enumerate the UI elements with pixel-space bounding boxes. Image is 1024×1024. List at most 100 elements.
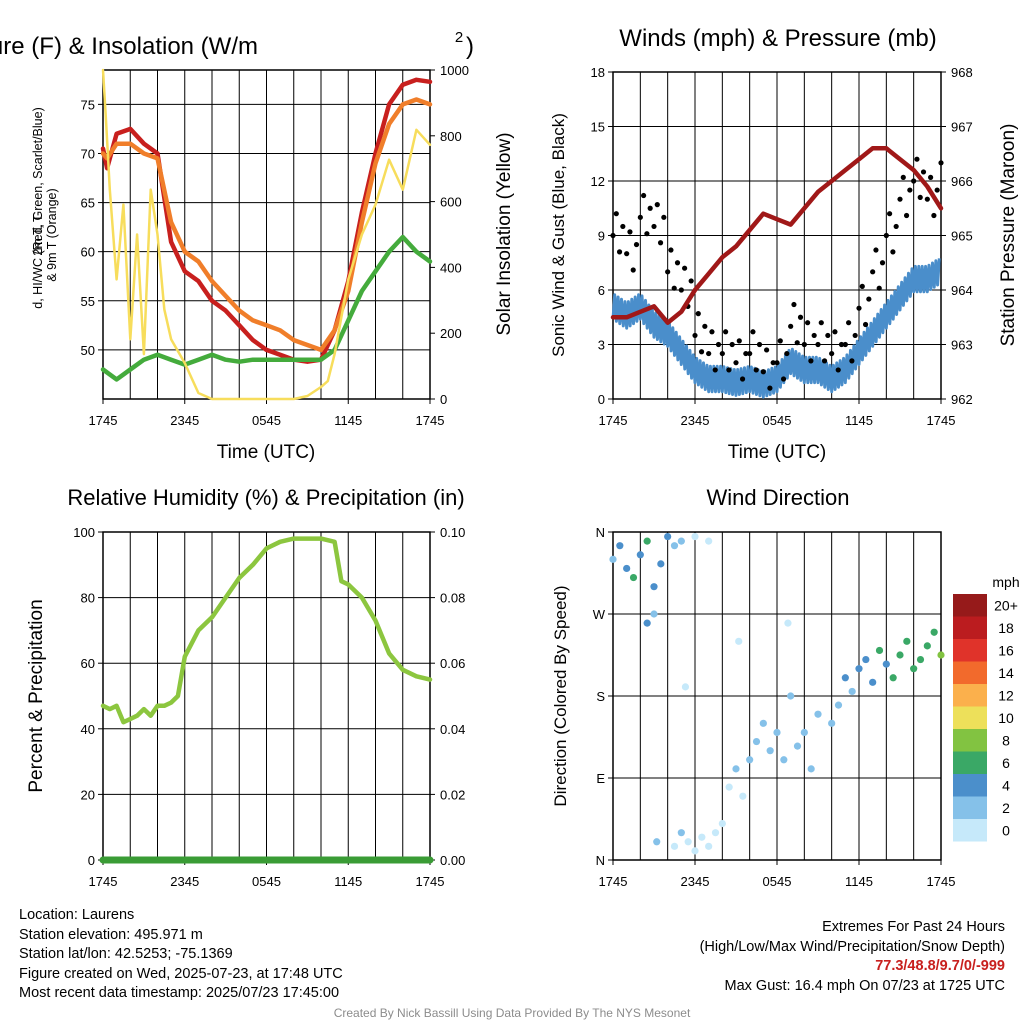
y2-tick-label: 800 (440, 129, 462, 144)
x-tick-label: 1745 (89, 413, 118, 428)
legend-label: 8 (1002, 732, 1010, 748)
y-tick-label: E (596, 771, 605, 786)
gust-point (743, 350, 749, 357)
direction-point (677, 829, 685, 837)
max-gust-text: Max Gust: 16.4 mph On 07/23 at 1725 UTC (724, 977, 1005, 994)
gust-point (938, 160, 944, 166)
gust-point (883, 232, 889, 239)
gust-point (774, 360, 780, 366)
x-tick-label: 1745 (599, 413, 628, 428)
legend-swatch (953, 684, 987, 707)
gust-point (657, 240, 664, 246)
y-tick-label: N (596, 525, 605, 540)
gust-point (777, 338, 783, 344)
x-tick-label: 1745 (416, 413, 445, 428)
gust-point (784, 350, 790, 357)
gust-point (630, 267, 636, 273)
direction-point (684, 838, 692, 846)
direction-point (746, 756, 754, 764)
extremes-title: Extremes For Past 24 Hours (822, 919, 1005, 935)
y-tick-label: 40 (81, 722, 95, 737)
chart-title-direction: Wind Direction (706, 485, 849, 510)
legend-swatch (953, 661, 987, 684)
gust-point (698, 349, 705, 355)
y-tick-label: 9 (598, 229, 605, 244)
y-tick-label: 65 (81, 196, 95, 211)
gust-point (651, 223, 657, 230)
gust-point (753, 367, 759, 373)
gust-point (801, 341, 807, 348)
y2-tick-label: 0.00 (440, 853, 465, 868)
direction-point (800, 728, 808, 737)
x-tick-label: 0545 (763, 874, 792, 889)
direction-point (732, 765, 740, 773)
chart-title-wind: Winds (mph) & Pressure (mb) (619, 25, 936, 52)
temp-series-3 (100, 234, 433, 382)
gust-point (654, 202, 660, 208)
gust-point (856, 305, 862, 311)
extremes-values: 77.3/48.8/9.7/0/-999 (875, 958, 1005, 974)
x-tick-label: 1745 (927, 413, 956, 428)
x-tick-label: 1745 (89, 874, 118, 889)
credit-text: Created By Nick Bassill Using Data Provi… (333, 1006, 691, 1020)
direction-point (855, 665, 863, 673)
panel-3: 0 20 40 60 80 100 0.00 0.02 0.04 0.06 0.08 0.10 1745… (26, 485, 465, 889)
gust-point (821, 358, 828, 364)
direction-point (670, 842, 679, 850)
x-tick-label: 1745 (416, 874, 445, 889)
direction-point (691, 847, 699, 855)
direction-point (787, 692, 795, 700)
gust-point (928, 174, 934, 180)
extremes-info: Extremes For Past 24 Hours (High/Low/Max… (700, 918, 1005, 996)
x-tick-label: 1745 (927, 874, 956, 889)
location-text: Location: Laurens (19, 907, 135, 923)
station-info: Location: Laurens Station elevation: 495… (19, 906, 343, 1004)
direction-point (869, 678, 877, 686)
gust-point (767, 385, 773, 391)
direction-point (677, 537, 685, 545)
x-tick-label: 2345 (170, 413, 199, 428)
title-paren: ) (466, 33, 474, 60)
gust-point (815, 341, 821, 348)
y-tick-label: N (596, 853, 605, 868)
chart-title-temp: Temperature (F) & Insolation (W/m (0, 33, 258, 60)
direction-point (937, 651, 945, 659)
gust-point (907, 187, 913, 193)
gust-point (866, 296, 872, 302)
direction-point (643, 537, 651, 545)
gust-point (760, 369, 766, 375)
y-tick-label: 18 (591, 65, 605, 80)
gust-point (791, 301, 797, 308)
y-tick-label: 75 (81, 97, 95, 112)
gust-point (805, 320, 811, 326)
temp-series-2 (100, 97, 433, 353)
gust-point (835, 367, 841, 373)
y-tick-label: 0 (88, 853, 95, 868)
gust-point (682, 265, 688, 271)
legend-label: 14 (998, 665, 1014, 681)
x-tick-label: 1145 (845, 874, 873, 889)
x-axis-label: Time (UTC) (217, 442, 316, 463)
y-axis-label-line2: & 9m T (Orange) (45, 188, 59, 281)
y2-tick-label: 600 (440, 195, 462, 210)
x-tick-label: 1145 (845, 413, 873, 428)
gust-point (723, 329, 729, 335)
gust-point (811, 332, 817, 339)
gust-point (715, 341, 722, 348)
legend-swatch (953, 616, 987, 639)
created-text: Figure created on Wed, 2025-07-23, at 17… (19, 965, 343, 982)
gust-point (726, 367, 732, 373)
direction-point (705, 537, 713, 545)
direction-point (691, 532, 699, 541)
gust-point (808, 358, 814, 364)
gust-point (647, 205, 653, 211)
latlon-text: Station lat/lon: 42.5253; -75.1369 (19, 946, 233, 962)
y-tick-label: 12 (591, 174, 605, 189)
direction-point (650, 583, 658, 591)
gust-point (770, 360, 776, 366)
y2-tick-label: 0.10 (440, 525, 465, 540)
y-tick-label: 20 (81, 787, 95, 802)
y-tick-label: W (593, 607, 606, 622)
direction-point (923, 642, 931, 650)
